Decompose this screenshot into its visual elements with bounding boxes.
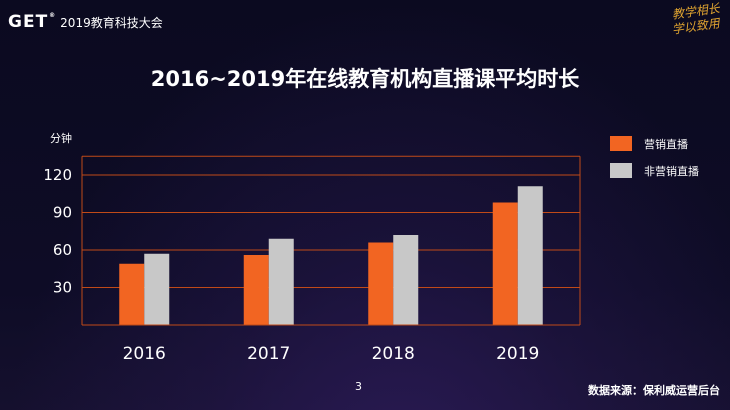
y-axis-unit-label: 分钟 <box>50 132 72 145</box>
bar-marketing-2018 <box>368 242 394 325</box>
page-number: 3 <box>355 380 362 393</box>
x-tick-label-2018: 2018 <box>372 344 415 364</box>
bar-non-marketing-2016 <box>144 253 170 325</box>
chart-title: 2016~2019年在线教育机构直播课平均时长 <box>150 67 580 91</box>
legend-swatch-marketing <box>610 136 632 151</box>
x-tick-label-2016: 2016 <box>123 344 166 364</box>
legend-label-marketing: 营销直播 <box>644 137 688 151</box>
event-name: 2019教育科技大会 <box>60 15 163 30</box>
data-source-note: 数据来源：保利威运营后台 <box>588 384 720 397</box>
bar-marketing-2017 <box>243 255 269 325</box>
event-logo: GET® 2019教育科技大会 <box>8 12 163 32</box>
get-logo-mark: GET® <box>8 12 57 32</box>
bar-non-marketing-2017 <box>268 238 294 325</box>
legend-item-non-marketing: 非营销直播 <box>610 162 699 179</box>
legend-swatch-non-marketing <box>610 163 632 178</box>
bar-non-marketing-2019 <box>517 186 543 325</box>
y-tick-label-30: 30 <box>53 279 72 297</box>
x-tick-label-2019: 2019 <box>496 344 539 364</box>
legend-label-non-marketing: 非营销直播 <box>644 164 699 178</box>
legend-item-marketing: 营销直播 <box>610 135 699 152</box>
bar-marketing-2019 <box>492 202 518 325</box>
x-tick-label-2017: 2017 <box>247 344 290 364</box>
bar-marketing-2016 <box>119 263 145 325</box>
chart-legend: 营销直播 非营销直播 <box>610 135 699 189</box>
y-tick-label-90: 90 <box>53 204 72 222</box>
y-tick-label-120: 120 <box>43 166 72 184</box>
bar-non-marketing-2018 <box>393 235 419 325</box>
y-tick-label-60: 60 <box>53 241 72 259</box>
